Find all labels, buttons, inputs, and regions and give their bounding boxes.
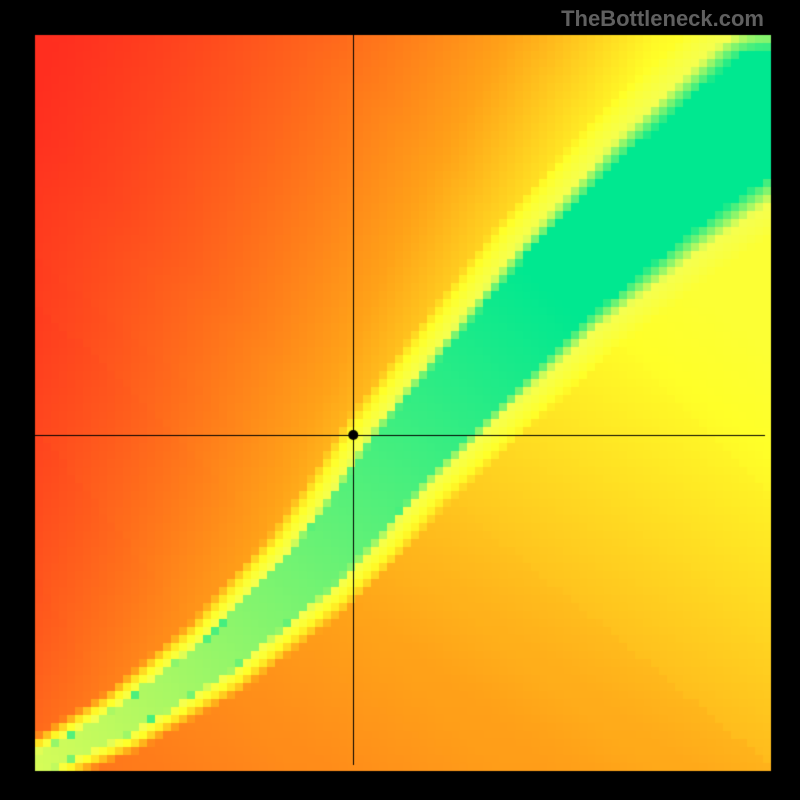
- chart-container: TheBottleneck.com: [0, 0, 800, 800]
- heatmap-canvas: [0, 0, 800, 800]
